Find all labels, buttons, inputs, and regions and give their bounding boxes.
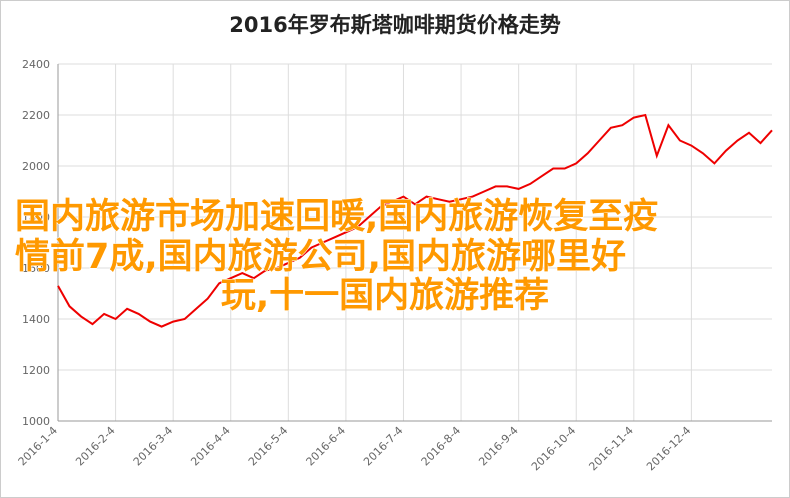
y-tick-label: 1800 (22, 211, 50, 224)
y-tick-label: 1600 (22, 262, 50, 275)
x-tick-label: 2016-12-4 (644, 424, 693, 473)
x-tick-label: 2016-4-4 (188, 424, 233, 469)
y-tick-label: 1400 (22, 313, 50, 326)
y-tick-label: 2000 (22, 160, 50, 173)
y-tick-label: 2200 (22, 109, 50, 122)
x-tick-label: 2016-6-4 (304, 424, 349, 469)
x-tick-label: 2016-3-4 (131, 424, 176, 469)
overlay-text: 玩,十一国内旅游推荐 (221, 276, 549, 316)
x-tick-label: 2016-5-4 (246, 424, 291, 469)
y-tick-label: 1200 (22, 364, 50, 377)
y-tick-label: 2400 (22, 58, 50, 71)
x-tick-label: 2016-11-4 (586, 424, 635, 473)
x-tick-label: 2016-10-4 (529, 424, 578, 473)
x-tick-label: 2016-1-4 (16, 424, 61, 469)
overlay-text: 情前7成,国内旅游公司,国内旅游哪里好 (15, 237, 626, 277)
price-line (57, 113, 773, 328)
x-tick-label: 2016-2-4 (73, 424, 118, 469)
x-tick-label: 2016-8-4 (419, 424, 464, 469)
chart-title: 2016年罗布斯塔咖啡期货价格走势 (229, 13, 560, 37)
x-tick-label: 2016-7-4 (361, 424, 406, 469)
x-tick-label: 2016-9-4 (476, 424, 521, 469)
y-tick-label: 1000 (22, 415, 50, 428)
overlay-text: 国内旅游市场加速回暖,国内旅游恢复至疫 (15, 197, 658, 237)
